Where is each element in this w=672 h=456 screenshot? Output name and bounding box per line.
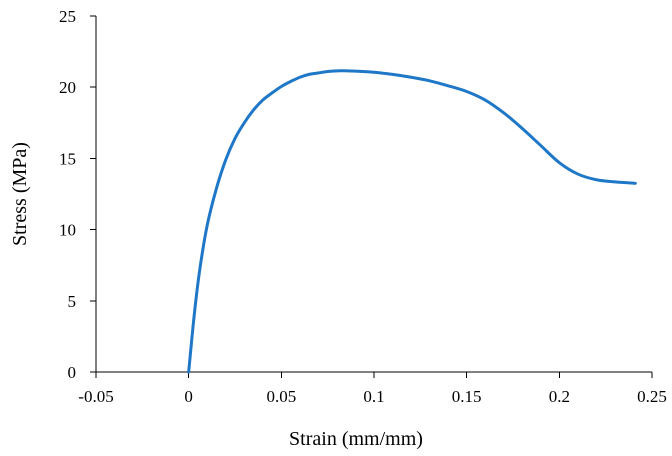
y-tick-label: 25 [59, 7, 76, 26]
x-tick-label: 0.2 [549, 387, 570, 406]
y-tick-label: 0 [68, 363, 77, 382]
series-layer [187, 69, 637, 374]
x-tick-label: -0.05 [78, 387, 113, 406]
axes [95, 16, 652, 373]
x-tick-label: 0.25 [637, 387, 667, 406]
x-axis-title: Strain (mm/mm) [289, 428, 423, 450]
y-tick-label: 20 [59, 78, 76, 97]
x-tick-label: 0 [184, 387, 193, 406]
series-line [187, 69, 637, 374]
tick-marks [90, 15, 653, 378]
y-tick-label: 15 [59, 149, 76, 168]
y-tick-label: 5 [68, 292, 77, 311]
y-axis-title: Stress (MPa) [9, 142, 31, 246]
y-tick-label: 10 [59, 221, 76, 240]
y-tick-labels: 0 5 10 15 20 25 [59, 7, 76, 382]
x-tick-label: 0.1 [363, 387, 384, 406]
x-tick-labels: -0.05 0 0.05 0.1 0.15 0.2 0.25 [78, 387, 667, 406]
x-tick-label: 0.05 [266, 387, 296, 406]
x-tick-label: 0.15 [452, 387, 482, 406]
